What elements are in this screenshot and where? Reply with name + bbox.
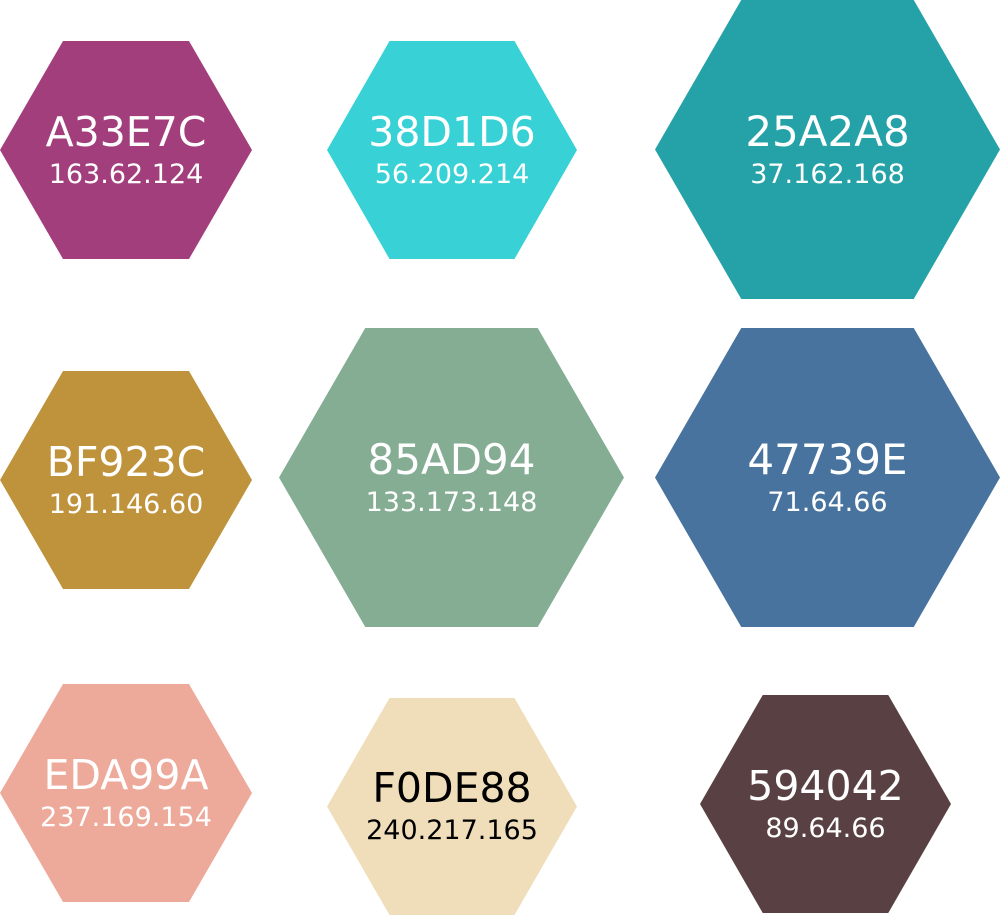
swatch-hexagon: 85AD94 133.173.148	[279, 328, 624, 627]
swatch-hexagon: 47739E 71.64.66	[655, 328, 1000, 627]
swatch-hexagon: 25A2A8 37.162.168	[655, 0, 1000, 299]
hex-code-label: 47739E	[747, 434, 908, 484]
swatch-hexagon: 594042 89.64.66	[700, 695, 951, 913]
rgb-value-label: 240.217.165	[366, 815, 538, 847]
rgb-value-label: 163.62.124	[48, 158, 204, 190]
rgb-value-label: 133.173.148	[365, 486, 538, 518]
rgb-value-label: 37.162.168	[750, 158, 905, 190]
hex-code-label: A33E7C	[45, 107, 207, 156]
swatch-hexagon: BF923C 191.146.60	[0, 371, 252, 589]
rgb-value-label: 191.146.60	[48, 488, 204, 520]
swatch-hexagon: 38D1D6 56.209.214	[327, 41, 577, 259]
swatch-hexagon: A33E7C 163.62.124	[0, 41, 252, 259]
rgb-value-label: 89.64.66	[765, 812, 886, 844]
hex-code-label: EDA99A	[43, 750, 209, 799]
swatch-hexagon: F0DE88 240.217.165	[327, 698, 577, 915]
hex-code-label: BF923C	[46, 437, 206, 486]
hex-code-label: F0DE88	[372, 764, 532, 813]
swatch-hexagon: EDA99A 237.169.154	[0, 684, 252, 902]
hex-code-label: 85AD94	[367, 434, 536, 484]
hex-code-label: 25A2A8	[745, 106, 910, 156]
hex-code-label: 38D1D6	[368, 107, 536, 156]
rgb-value-label: 71.64.66	[767, 486, 888, 518]
hex-code-label: 594042	[747, 761, 904, 810]
rgb-value-label: 237.169.154	[40, 801, 212, 833]
rgb-value-label: 56.209.214	[374, 158, 530, 190]
